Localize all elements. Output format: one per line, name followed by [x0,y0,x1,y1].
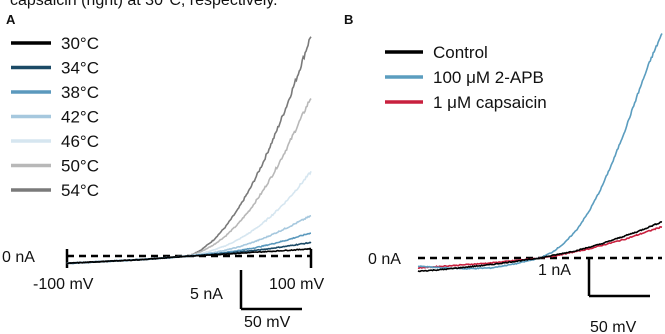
panel-b: B Control 100 μM 2-APB 1 μM capsaicin 0 nA… [344,12,663,334]
trace-a-1 [66,241,312,265]
x-min-label-a: -100 mV [33,276,94,293]
legend-entry-a-4: 46°C [61,132,99,151]
panel-label-a: A [6,12,16,27]
panel-label-b: B [344,12,353,27]
zero-label-a: 0 nA [2,249,35,266]
panel-a: A 30°C 34°C 38°C 42°C 46°C 50°C 54°C 0 nA -100… [2,12,324,331]
trace-b-0 [417,221,663,273]
traces-a [66,36,312,265]
scalebar-y-label-a: 5 nA [190,286,223,303]
scalebar-x-label-a: 50 mV [244,314,291,331]
legend-entry-b-2: 1 μM capsaicin [433,93,547,112]
legend-entry-a-5: 50°C [61,157,99,176]
scalebar-y-label-b: 1 nA [538,262,571,279]
legend-entry-a-2: 38°C [61,83,99,102]
zero-label-b: 0 nA [368,251,401,268]
x-max-label-a: 100 mV [269,276,324,293]
legend-entry-a-6: 54°C [61,181,99,200]
legend-entry-b-0: Control [433,43,488,62]
trace-a-4 [66,170,312,265]
traces-b [417,33,663,273]
legend-b: Control 100 μM 2-APB 1 μM capsaicin [385,43,547,112]
caption-fragment: capsaicin (right) at 30°C, respectively. [10,0,278,9]
trace-a-6 [66,36,312,265]
legend-entry-a-0: 30°C [61,34,99,53]
legend-entry-a-3: 42°C [61,108,99,127]
legend-entry-a-1: 34°C [61,59,99,78]
trace-a-0 [66,247,312,265]
trace-a-5 [66,98,312,265]
legend-a: 30°C 34°C 38°C 42°C 46°C 50°C 54°C [11,34,99,200]
legend-entry-b-1: 100 μM 2-APB [433,68,544,87]
scalebar-x-label-b: 50 mV [590,319,637,334]
